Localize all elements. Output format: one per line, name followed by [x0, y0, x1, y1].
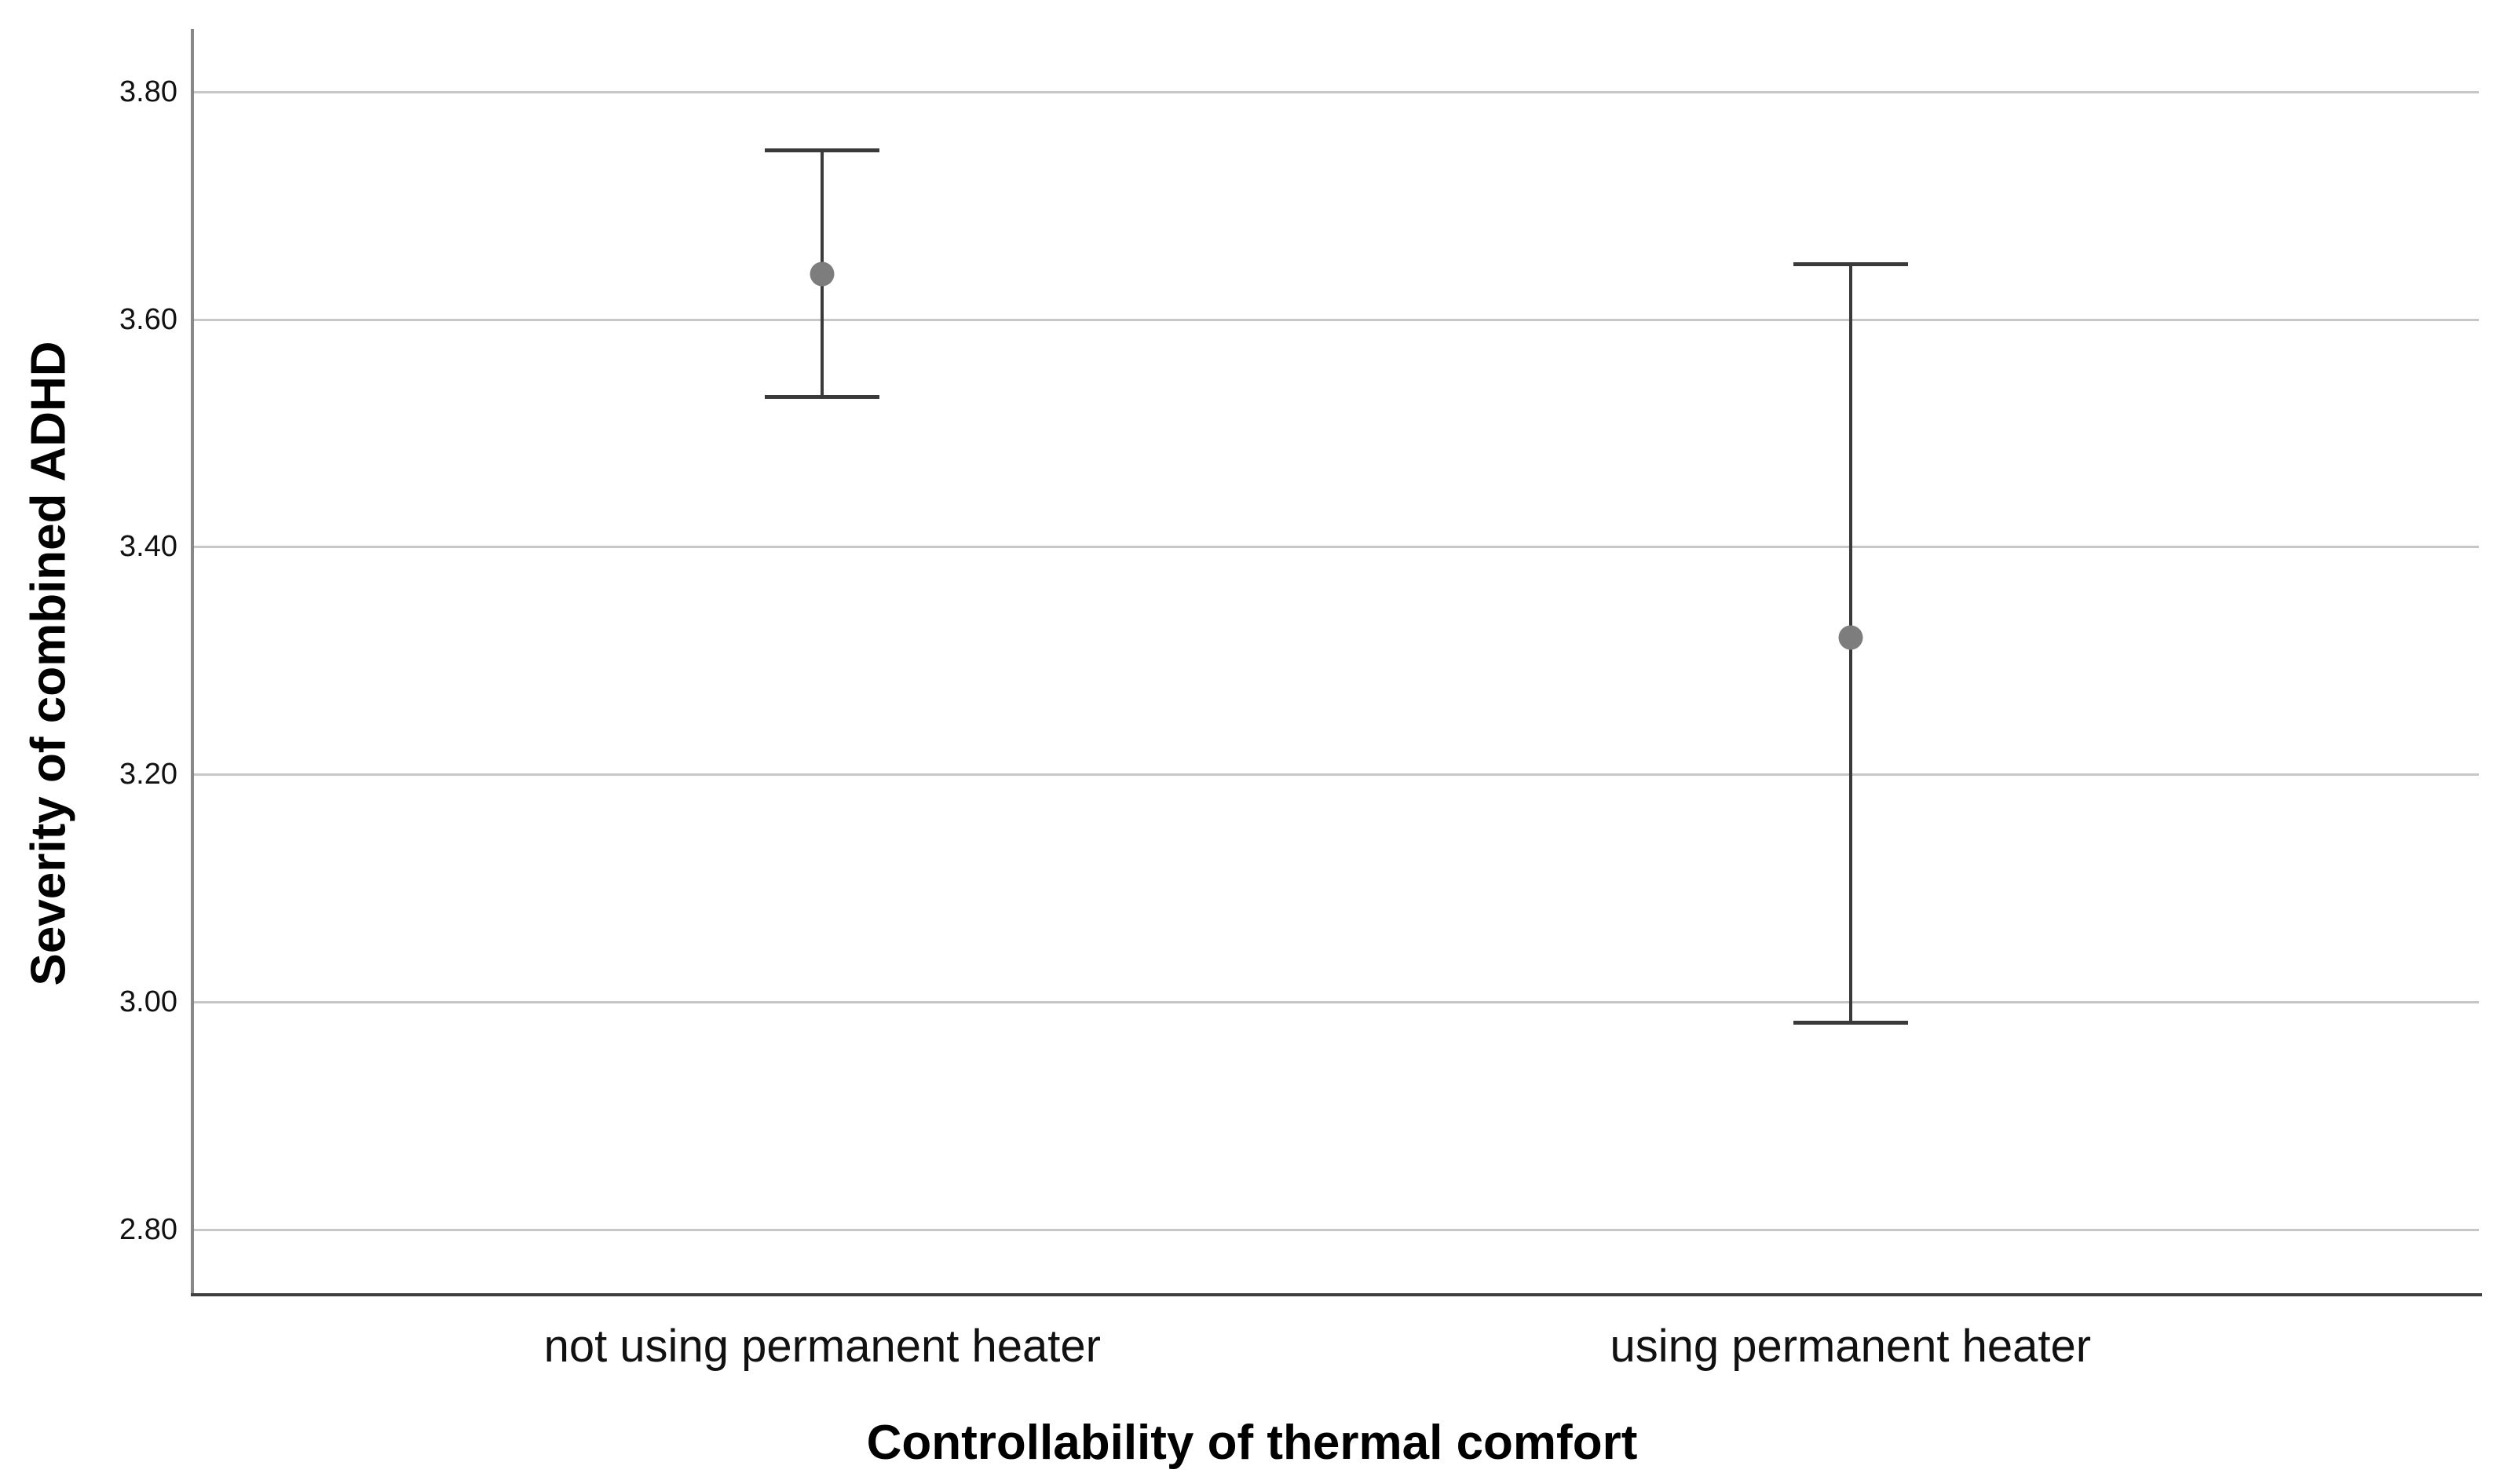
y-tick-label: 3.20 — [119, 758, 177, 791]
mean-dot — [1838, 625, 1863, 650]
y-tick-label: 3.80 — [119, 75, 177, 108]
error-bar — [765, 148, 880, 399]
gridline — [194, 318, 2479, 321]
gridline — [194, 546, 2479, 549]
y-tick-label: 3.00 — [119, 985, 177, 1019]
y-axis-title: Severity of combined ADHD — [21, 341, 76, 986]
y-tick-label: 2.80 — [119, 1212, 177, 1246]
y-tick-label: 3.60 — [119, 302, 177, 336]
x-axis-line — [191, 1293, 2482, 1296]
mean-dot — [810, 261, 835, 287]
error-bar — [1793, 262, 1908, 1025]
gridline — [194, 773, 2479, 777]
x-category-label: using permanent heater — [1610, 1321, 2092, 1372]
gridline — [194, 1228, 2479, 1231]
y-tick-label: 3.40 — [119, 530, 177, 564]
gridline — [194, 1001, 2479, 1004]
x-axis-title: Controllability of thermal comfort — [866, 1416, 1638, 1470]
y-axis-line — [191, 29, 194, 1296]
plot-area — [194, 29, 2479, 1293]
x-category-label: not using permanent heater — [543, 1321, 1101, 1372]
gridline — [194, 90, 2479, 93]
